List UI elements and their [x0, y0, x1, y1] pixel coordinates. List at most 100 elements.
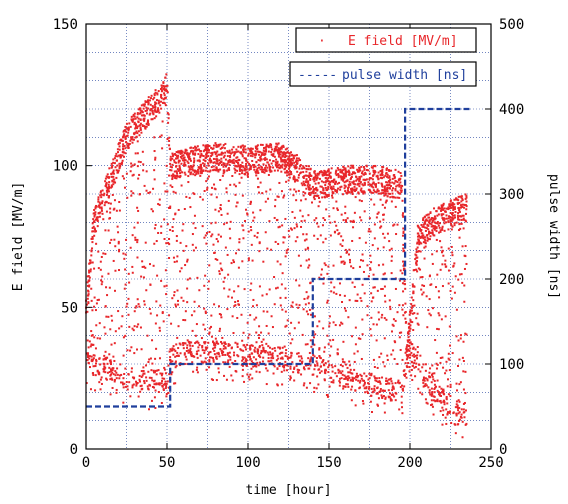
e-field-point — [394, 399, 397, 402]
e-field-point — [332, 207, 335, 210]
e-field-point — [442, 409, 445, 412]
e-field-point — [241, 375, 244, 378]
e-field-point — [121, 381, 124, 384]
e-field-point — [174, 350, 177, 353]
e-field-point — [243, 167, 246, 170]
e-field-point — [220, 267, 223, 270]
e-field-point — [427, 386, 430, 389]
e-field-point — [177, 169, 180, 172]
e-field-point — [394, 187, 397, 190]
e-field-point — [380, 176, 383, 179]
e-field-point — [333, 220, 336, 223]
e-field-point — [162, 87, 165, 90]
e-field-point — [318, 196, 321, 199]
e-field-point — [362, 173, 365, 176]
e-field-point — [341, 301, 344, 304]
e-field-point — [295, 159, 298, 162]
e-field-point — [276, 195, 279, 198]
e-field-point — [398, 196, 401, 199]
e-field-point — [214, 188, 217, 191]
e-field-point — [458, 418, 461, 421]
e-field-point — [226, 155, 229, 158]
e-field-point — [406, 339, 409, 342]
e-field-point — [108, 195, 111, 198]
e-field-point — [401, 184, 404, 187]
e-field-point — [150, 108, 153, 111]
e-field-point — [247, 230, 250, 233]
e-field-point — [217, 153, 220, 156]
e-field-point — [251, 259, 254, 262]
e-field-point — [183, 352, 186, 355]
e-field-point — [377, 211, 380, 214]
e-field-point — [257, 364, 260, 367]
e-field-point — [155, 99, 158, 102]
e-field-point — [236, 156, 239, 159]
e-field-point — [207, 164, 210, 167]
e-field-point — [225, 221, 228, 224]
e-field-point — [361, 183, 364, 186]
e-field-point — [276, 354, 279, 357]
e-field-point — [252, 219, 255, 222]
e-field-point — [188, 196, 191, 199]
e-field-point — [100, 196, 103, 199]
e-field-point — [416, 312, 419, 315]
e-field-point — [275, 149, 278, 152]
e-field-point — [416, 351, 419, 354]
e-field-point — [109, 360, 112, 363]
e-field-point — [200, 172, 203, 175]
e-field-point — [124, 147, 127, 150]
e-field-point — [415, 262, 418, 265]
e-field-point — [156, 369, 159, 372]
e-field-point — [183, 171, 186, 174]
e-field-point — [182, 249, 185, 252]
e-field-point — [318, 200, 321, 203]
e-field-point — [268, 167, 271, 170]
e-field-point — [295, 166, 298, 169]
e-field-point — [86, 284, 89, 287]
e-field-point — [96, 220, 99, 223]
e-field-point — [281, 383, 284, 386]
e-field-point — [136, 298, 139, 301]
e-field-point — [212, 161, 215, 164]
e-field-point — [148, 113, 151, 116]
y-tick-label: 150 — [53, 17, 78, 33]
e-field-point — [88, 269, 91, 272]
e-field-point — [173, 174, 176, 177]
e-field-point — [457, 399, 460, 402]
e-field-point — [233, 351, 236, 354]
e-field-point — [417, 323, 420, 326]
e-field-point — [189, 349, 192, 352]
e-field-point — [343, 176, 346, 179]
e-field-point — [179, 270, 182, 273]
e-field-point — [398, 408, 401, 411]
y-tick-label: 50 — [61, 300, 78, 316]
e-field-point — [217, 168, 220, 171]
e-field-point — [119, 156, 122, 159]
e-field-point — [419, 276, 422, 279]
e-field-point — [378, 381, 381, 384]
e-field-point — [165, 73, 168, 76]
e-field-point — [366, 390, 369, 393]
e-field-point — [390, 259, 393, 262]
e-field-point — [371, 185, 374, 188]
e-field-point — [247, 162, 250, 165]
e-field-point — [134, 306, 137, 309]
e-field-point — [461, 281, 464, 284]
e-field-point — [436, 400, 439, 403]
e-field-point — [214, 346, 217, 349]
e-field-point — [346, 189, 349, 192]
e-field-point — [279, 296, 282, 299]
e-field-point — [143, 382, 146, 385]
e-field-point — [445, 214, 448, 217]
e-field-point — [127, 143, 130, 146]
e-field-point — [327, 343, 330, 346]
e-field-point — [164, 96, 167, 99]
e-field-point — [256, 167, 259, 170]
e-field-point — [208, 327, 211, 330]
e-field-point — [389, 305, 392, 308]
e-field-point — [186, 287, 189, 290]
e-field-point — [164, 382, 167, 385]
e-field-point — [226, 150, 229, 153]
e-field-point — [111, 386, 114, 389]
e-field-point — [324, 191, 327, 194]
